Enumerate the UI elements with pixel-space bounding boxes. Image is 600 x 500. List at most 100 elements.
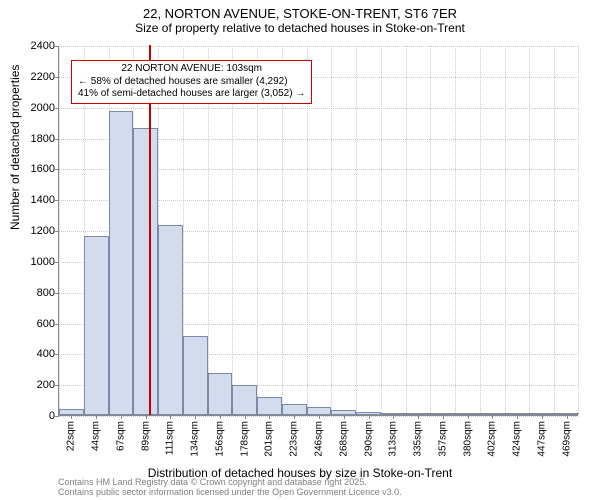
y-tick-label: 400 [37, 348, 59, 360]
histogram-bar [158, 225, 183, 415]
x-tick-mark [195, 415, 196, 419]
x-tick-mark [121, 415, 122, 419]
x-gridline [59, 46, 60, 415]
x-tick-mark [96, 415, 97, 419]
histogram-bar [406, 413, 431, 415]
x-gridline [356, 46, 357, 415]
y-tick-label: 2000 [31, 102, 59, 114]
histogram-bar [529, 413, 554, 415]
x-gridline [480, 46, 481, 415]
y-gridline [59, 46, 578, 47]
x-tick-label: 357sqm [437, 421, 448, 457]
x-gridline [406, 46, 407, 415]
x-gridline [331, 46, 332, 415]
y-tick-label: 600 [37, 318, 59, 330]
histogram-bar [480, 413, 505, 415]
x-tick-mark [542, 415, 543, 419]
plot-area: 0200400600800100012001400160018002000220… [58, 46, 578, 416]
y-tick-label: 1800 [31, 133, 59, 145]
histogram-bar [109, 111, 134, 415]
x-tick-label: 290sqm [363, 421, 374, 457]
x-tick-mark [393, 415, 394, 419]
x-tick-mark [468, 415, 469, 419]
histogram-bar [257, 397, 282, 415]
histogram-bar [59, 409, 84, 415]
x-gridline [381, 46, 382, 415]
x-tick-label: 424sqm [512, 421, 523, 457]
y-tick-label: 1200 [31, 225, 59, 237]
histogram-bar [381, 413, 406, 415]
x-tick-mark [269, 415, 270, 419]
histogram-bar [307, 407, 332, 415]
x-tick-mark [567, 415, 568, 419]
histogram-bar [183, 336, 208, 415]
x-tick-mark [319, 415, 320, 419]
y-tick-label: 2200 [31, 71, 59, 83]
x-tick-mark [71, 415, 72, 419]
histogram-bar [232, 385, 257, 415]
y-tick-label: 1000 [31, 256, 59, 268]
x-gridline [554, 46, 555, 415]
x-tick-label: 380sqm [462, 421, 473, 457]
x-tick-label: 335sqm [413, 421, 424, 457]
callout-line-larger: 41% of semi-detached houses are larger (… [78, 88, 305, 101]
x-tick-mark [245, 415, 246, 419]
x-gridline [529, 46, 530, 415]
x-tick-label: 111sqm [165, 421, 176, 455]
x-tick-mark [294, 415, 295, 419]
histogram-bar [282, 404, 307, 415]
histogram-bar [84, 236, 109, 415]
x-tick-mark [369, 415, 370, 419]
footer-attribution: Contains HM Land Registry data © Crown c… [58, 478, 402, 498]
x-tick-mark [418, 415, 419, 419]
x-tick-label: 223sqm [289, 421, 300, 457]
x-tick-mark [220, 415, 221, 419]
x-tick-label: 268sqm [338, 421, 349, 457]
callout-line-smaller: ← 58% of detached houses are smaller (4,… [78, 76, 305, 89]
x-tick-label: 201sqm [264, 421, 275, 457]
x-tick-mark [146, 415, 147, 419]
x-gridline [578, 46, 579, 415]
chart-subtitle: Size of property relative to detached ho… [0, 21, 600, 35]
histogram-bar [455, 413, 480, 415]
histogram-bar [133, 128, 158, 415]
y-tick-label: 2400 [31, 40, 59, 52]
x-gridline [505, 46, 506, 415]
histogram-bar [554, 413, 579, 415]
x-tick-mark [443, 415, 444, 419]
y-tick-label: 1600 [31, 163, 59, 175]
histogram-bar [430, 413, 455, 415]
title-block: 22, NORTON AVENUE, STOKE-ON-TRENT, ST6 7… [0, 0, 600, 35]
x-gridline [430, 46, 431, 415]
y-tick-label: 800 [37, 287, 59, 299]
chart-container: 22, NORTON AVENUE, STOKE-ON-TRENT, ST6 7… [0, 0, 600, 500]
y-tick-label: 1400 [31, 194, 59, 206]
callout-title: 22 NORTON AVENUE: 103sqm [78, 63, 305, 76]
x-tick-mark [492, 415, 493, 419]
y-gridline [59, 108, 578, 109]
footer-line-2: Contains public sector information licen… [58, 488, 402, 498]
chart-title: 22, NORTON AVENUE, STOKE-ON-TRENT, ST6 7… [0, 6, 600, 21]
x-tick-label: 313sqm [388, 421, 399, 457]
x-tick-mark [517, 415, 518, 419]
histogram-bar [331, 410, 356, 415]
x-tick-label: 67sqm [115, 421, 126, 451]
x-tick-label: 246sqm [314, 421, 325, 457]
x-tick-label: 44sqm [91, 421, 102, 451]
x-tick-label: 178sqm [239, 421, 250, 457]
histogram-bar [208, 373, 233, 415]
x-gridline [455, 46, 456, 415]
x-tick-label: 469sqm [561, 421, 572, 457]
x-tick-label: 447sqm [536, 421, 547, 457]
x-tick-mark [344, 415, 345, 419]
y-axis-label: Number of detached properties [8, 65, 22, 230]
y-tick-label: 0 [49, 410, 59, 422]
x-tick-label: 156sqm [214, 421, 225, 457]
marker-callout: 22 NORTON AVENUE: 103sqm ← 58% of detach… [71, 60, 312, 104]
x-tick-label: 402sqm [487, 421, 498, 457]
x-tick-label: 134sqm [190, 421, 201, 457]
x-tick-label: 22sqm [66, 421, 77, 451]
x-tick-label: 89sqm [140, 421, 151, 451]
histogram-bar [356, 412, 381, 415]
histogram-bar [505, 413, 530, 415]
